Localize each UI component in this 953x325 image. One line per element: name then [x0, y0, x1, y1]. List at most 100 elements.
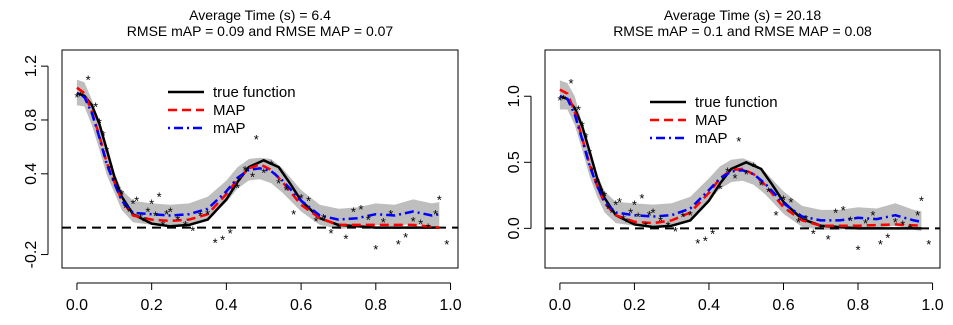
x-tick-label: 0.2: [623, 297, 645, 314]
y-tick-label: 0.0: [506, 217, 523, 239]
series-line-map: [76, 91, 440, 221]
data-point: *: [561, 92, 566, 107]
data-point: *: [680, 209, 685, 224]
x-tick-label: 1.0: [921, 297, 943, 314]
data-point: *: [557, 93, 562, 108]
series-line-true-function: [76, 91, 440, 229]
data-point: *: [276, 176, 281, 191]
data-point: *: [381, 215, 386, 230]
data-point: *: [744, 167, 749, 182]
data-point: *: [168, 204, 173, 219]
data-point: *: [101, 128, 106, 143]
data-point: *: [153, 209, 158, 224]
data-point: *: [123, 200, 128, 215]
data-point: *: [926, 237, 931, 252]
data-point: *: [138, 211, 143, 226]
data-point: *: [774, 208, 779, 223]
x-tick-label: 0.6: [290, 297, 312, 314]
data-point: *: [651, 206, 656, 221]
data-point: *: [299, 191, 304, 206]
data-point: *: [198, 209, 203, 224]
data-point: *: [718, 182, 723, 197]
data-point: *: [220, 233, 225, 248]
data-point: *: [621, 212, 626, 227]
legend-label: true function: [695, 94, 778, 111]
data-point: *: [343, 231, 348, 246]
data-point: *: [759, 178, 764, 193]
data-point: *: [243, 163, 248, 178]
data-point: *: [639, 191, 644, 206]
data-point: *: [803, 212, 808, 227]
data-point: *: [893, 215, 898, 230]
x-tick-label: 0.6: [772, 297, 794, 314]
x-tick-label: 0.0: [66, 297, 88, 314]
data-point: *: [587, 146, 592, 161]
legend-label: MAP: [213, 102, 246, 119]
data-point: *: [403, 230, 408, 245]
data-point: *: [145, 204, 150, 219]
data-point: *: [134, 194, 139, 209]
data-point: *: [175, 213, 180, 228]
data-point: *: [366, 213, 371, 228]
data-point: *: [157, 190, 162, 205]
data-point: *: [108, 161, 113, 176]
data-point: *: [164, 207, 169, 222]
data-point: *: [591, 163, 596, 178]
series-line-map: [76, 86, 440, 229]
x-tick-label: 0.8: [847, 297, 869, 314]
data-point: *: [250, 169, 255, 184]
data-point: *: [93, 100, 98, 115]
data-point: *: [673, 224, 678, 239]
data-point: *: [254, 132, 259, 147]
data-point: *: [598, 184, 603, 199]
legend-label: true function: [213, 84, 296, 101]
data-point: *: [358, 202, 363, 217]
data-point: *: [437, 192, 442, 207]
data-point: *: [908, 221, 913, 236]
data-point: *: [595, 175, 600, 190]
data-point: *: [751, 159, 756, 174]
data-point: *: [826, 232, 831, 247]
data-point: *: [74, 90, 79, 105]
data-point: *: [411, 214, 416, 229]
data-point: *: [306, 194, 311, 209]
data-point: *: [610, 206, 615, 221]
data-point: *: [261, 165, 266, 180]
data-point: *: [688, 208, 693, 223]
data-point: *: [142, 214, 147, 229]
data-point: *: [617, 195, 622, 210]
data-point: *: [733, 171, 738, 186]
data-point: *: [205, 207, 210, 222]
data-point: *: [576, 102, 581, 117]
data-point: *: [97, 116, 102, 131]
legend-label: MAP: [695, 112, 728, 129]
data-point: *: [863, 216, 868, 231]
data-point: *: [190, 223, 195, 238]
data-point: *: [811, 227, 816, 242]
plot-frame: [544, 49, 941, 269]
data-point: *: [710, 227, 715, 242]
y-tick-label: 0.8: [23, 109, 40, 131]
data-point: *: [183, 218, 188, 233]
data-point: *: [213, 235, 218, 250]
data-point: *: [116, 183, 121, 198]
y-tick-label: -0.2: [23, 241, 40, 269]
x-tick-label: 0.8: [365, 297, 387, 314]
data-point: *: [833, 206, 838, 221]
chart-subtitle: RMSE mAP = 0.09 and RMSE MAP = 0.07: [127, 23, 394, 39]
data-point: *: [855, 243, 860, 258]
data-point: *: [796, 215, 801, 230]
legend-label: mAP: [695, 130, 728, 147]
x-tick-label: 0.4: [215, 297, 237, 314]
data-point: *: [426, 221, 431, 236]
data-point: *: [725, 165, 730, 180]
data-point: *: [433, 207, 438, 222]
data-point: *: [919, 194, 924, 209]
data-point: *: [632, 198, 637, 213]
data-point: *: [788, 195, 793, 210]
chart-title: Average Time (s) = 6.4: [189, 7, 331, 23]
data-point: *: [870, 208, 875, 223]
